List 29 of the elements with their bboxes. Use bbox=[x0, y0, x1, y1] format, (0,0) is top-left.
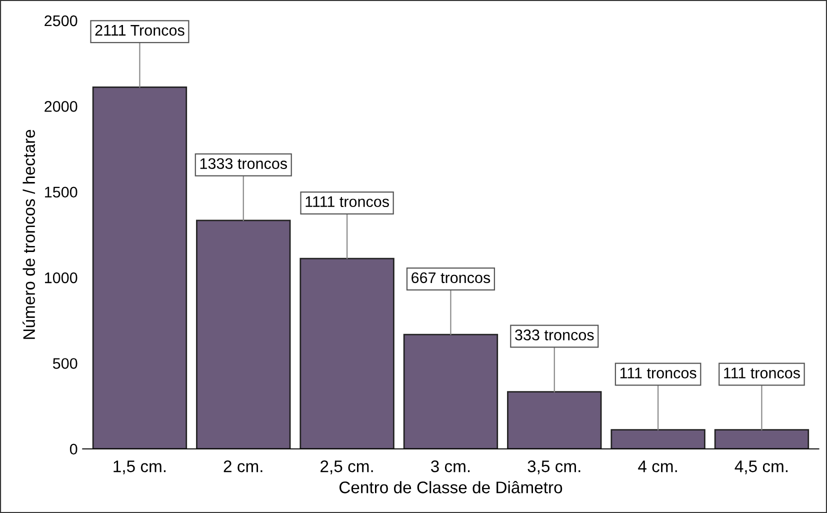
bar bbox=[196, 220, 291, 449]
y-tick-label: 1000 bbox=[45, 272, 78, 284]
bar bbox=[507, 391, 602, 449]
x-axis-title: Centro de Classe de Diâmetro bbox=[339, 481, 562, 494]
bar bbox=[714, 429, 810, 449]
x-tick-label: 4,5 cm. bbox=[734, 460, 788, 474]
y-tick-label: 1500 bbox=[45, 186, 78, 198]
data-label: 111 troncos bbox=[620, 368, 696, 378]
data-label: 2111 Troncos bbox=[95, 24, 184, 36]
data-label: 1333 troncos bbox=[200, 158, 287, 170]
x-tick-label: 3 cm. bbox=[430, 460, 470, 472]
y-axis-title: Número de troncos / hectare bbox=[22, 130, 36, 339]
x-tick-label: 1,5 cm. bbox=[114, 460, 166, 474]
data-label: 333 troncos bbox=[515, 330, 594, 340]
y-tick-label: 0 bbox=[70, 444, 78, 455]
bar bbox=[403, 334, 498, 449]
data-label: 111 troncos bbox=[724, 368, 800, 378]
y-tick-label: 2000 bbox=[44, 101, 78, 112]
x-tick-label: 3,5 cm. bbox=[528, 460, 580, 474]
y-tick-label: 500 bbox=[52, 358, 78, 369]
y-tick-label: 2500 bbox=[44, 15, 78, 26]
bar bbox=[610, 429, 706, 449]
x-tick-label: 2 cm. bbox=[224, 460, 262, 472]
data-label: 667 troncos bbox=[412, 272, 490, 284]
bar bbox=[300, 258, 394, 449]
data-label: 1111 troncos bbox=[306, 196, 389, 208]
x-tick-label: 4 cm. bbox=[638, 460, 677, 472]
x-tick-label: 2,5 cm. bbox=[320, 460, 373, 474]
bar bbox=[92, 86, 188, 449]
